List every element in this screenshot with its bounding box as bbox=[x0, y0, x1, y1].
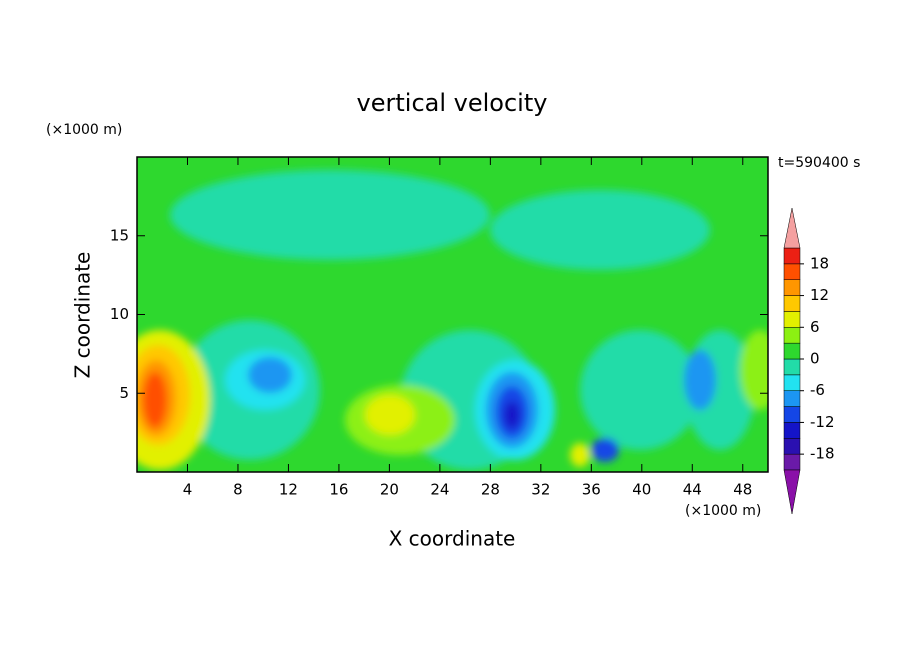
x-tick-label: 48 bbox=[733, 481, 752, 499]
colorbar-tick-label: 0 bbox=[810, 350, 820, 368]
colorbar-box bbox=[783, 327, 801, 344]
colorbar-box bbox=[783, 406, 801, 423]
x-axis-label: X coordinate bbox=[389, 527, 516, 551]
colorbar-box bbox=[783, 279, 801, 296]
x-tick-label: 20 bbox=[380, 481, 399, 499]
x-tick-label: 8 bbox=[233, 481, 243, 499]
colorbar-box bbox=[783, 390, 801, 407]
colorbar-box bbox=[783, 263, 801, 280]
x-tick-label: 32 bbox=[531, 481, 550, 499]
x-tick-label: 12 bbox=[279, 481, 298, 499]
colorbar-tick-label: -12 bbox=[810, 413, 835, 431]
colorbar-box bbox=[783, 358, 801, 376]
x-tick-label: 28 bbox=[481, 481, 500, 499]
x-tick-label: 4 bbox=[183, 481, 193, 499]
colorbar-tick-label: 18 bbox=[810, 254, 829, 272]
contour-field bbox=[137, 157, 768, 472]
field-shapes bbox=[137, 170, 768, 470]
colorbar-over bbox=[783, 207, 801, 249]
y-unit: (×1000 m) bbox=[46, 122, 122, 138]
x-tick-label: 36 bbox=[582, 481, 601, 499]
colorbar-box bbox=[783, 311, 801, 328]
colorbar-tick-label: -18 bbox=[810, 445, 835, 463]
x-tick-label: 24 bbox=[430, 481, 449, 499]
x-tick-label: 16 bbox=[329, 481, 348, 499]
x-unit: (×1000 m) bbox=[685, 503, 761, 519]
colorbar-box bbox=[783, 453, 801, 471]
colorbar-under bbox=[783, 469, 801, 515]
colorbar-tick-label: -6 bbox=[810, 381, 825, 399]
colorbar-box bbox=[783, 422, 801, 439]
colorbar-box bbox=[783, 342, 801, 360]
x-tick-label: 40 bbox=[632, 481, 651, 499]
colorbar-tick-label: 12 bbox=[810, 286, 829, 304]
chart-title: vertical velocity bbox=[357, 89, 548, 117]
annotation: t=590400 s bbox=[778, 155, 860, 171]
colorbar-tick-label: 6 bbox=[810, 318, 820, 336]
colorbar-box bbox=[783, 247, 801, 265]
colorbar-box bbox=[783, 295, 801, 312]
y-tick-label: 15 bbox=[110, 226, 129, 244]
y-axis-label: Z coordinate bbox=[71, 252, 95, 379]
y-tick-label: 5 bbox=[119, 384, 129, 402]
colorbar-box bbox=[783, 374, 801, 391]
x-tick-label: 44 bbox=[683, 481, 702, 499]
colorbar-box bbox=[783, 438, 801, 455]
y-tick-label: 10 bbox=[110, 305, 129, 323]
